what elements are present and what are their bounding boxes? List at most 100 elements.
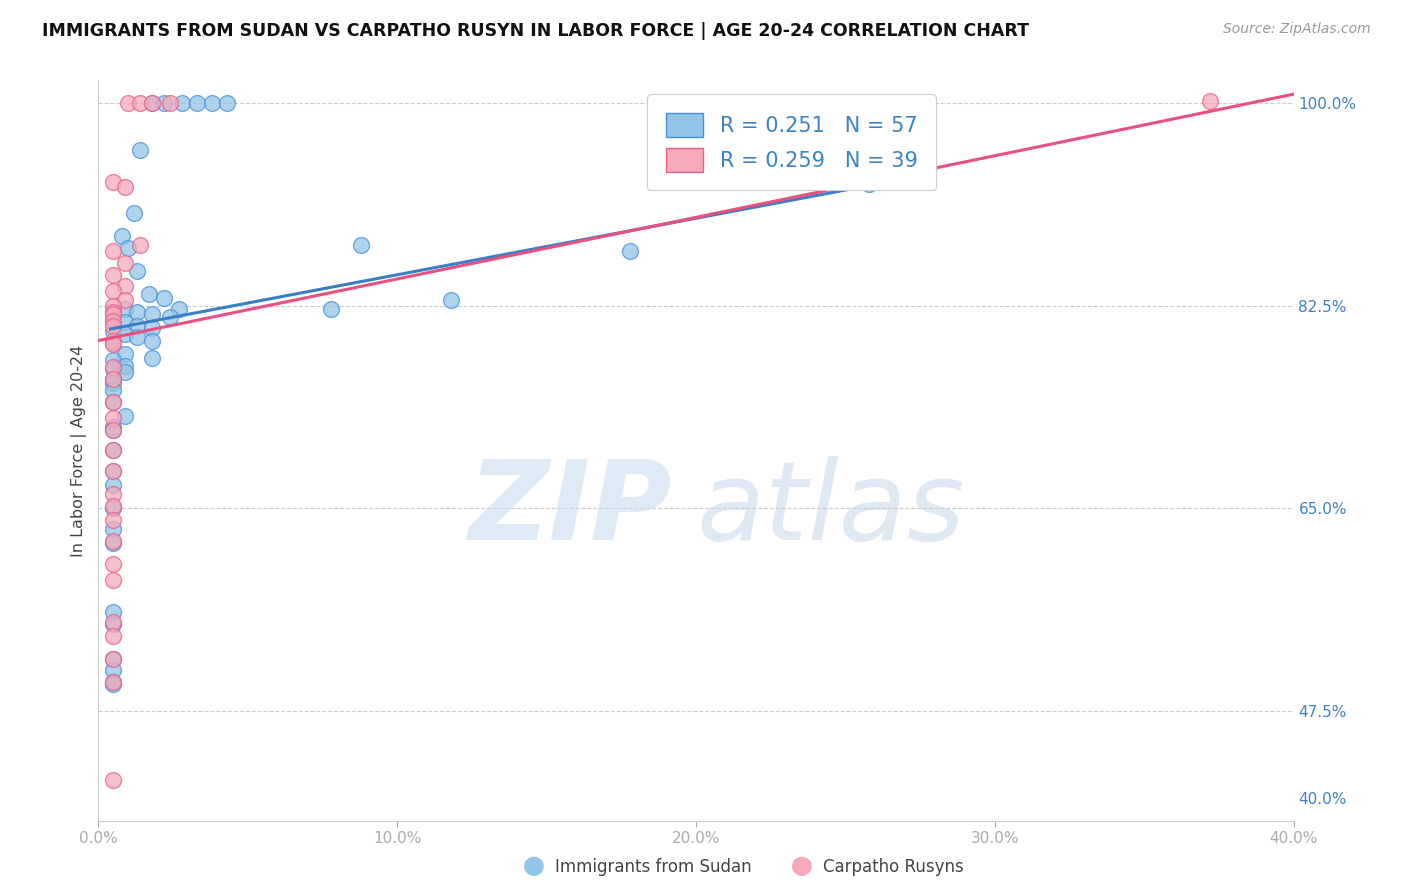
Point (103, 337, 125, 351)
Point (103, 677, 125, 691)
Point (858, 178, 880, 192)
Point (103, 318, 125, 333)
Text: Carpatho Rusyns: Carpatho Rusyns (823, 858, 963, 876)
Point (114, 326, 136, 341)
Point (153, 291, 176, 305)
Point (114, 256, 136, 270)
Point (103, 420, 125, 434)
Point (103, 362, 125, 376)
Point (103, 606, 125, 620)
Point (141, 321, 163, 335)
Legend: R = 0.251   N = 57, R = 0.259   N = 39: R = 0.251 N = 57, R = 0.259 N = 39 (647, 95, 936, 190)
Point (138, 287, 160, 301)
Text: IMMIGRANTS FROM SUDAN VS CARPATHO RUSYN IN LABOR FORCE | AGE 20-24 CORRELATION C: IMMIGRANTS FROM SUDAN VS CARPATHO RUSYN … (42, 22, 1029, 40)
Point (103, 268, 125, 282)
Point (103, 536, 125, 550)
Point (103, 674, 125, 689)
Point (127, 330, 149, 344)
Point (114, 315, 136, 329)
Point (103, 299, 125, 313)
Point (103, 443, 125, 458)
Point (103, 423, 125, 437)
Point (103, 522, 125, 536)
Point (619, 244, 641, 259)
Point (103, 615, 125, 629)
Text: ⬤: ⬤ (523, 856, 546, 876)
Point (103, 533, 125, 548)
Point (103, 372, 125, 386)
Point (114, 179, 136, 194)
Point (103, 513, 125, 527)
Point (141, 96, 163, 111)
Point (103, 307, 125, 321)
Point (103, 487, 125, 501)
Point (127, 318, 149, 333)
Text: Source: ZipAtlas.com: Source: ZipAtlas.com (1223, 22, 1371, 37)
Text: ZIP: ZIP (468, 456, 672, 563)
Point (103, 478, 125, 492)
Point (114, 293, 136, 307)
Point (103, 372, 125, 386)
Point (153, 96, 176, 111)
Point (321, 302, 343, 317)
Point (159, 96, 181, 111)
Point (103, 334, 125, 348)
Point (103, 557, 125, 571)
Point (103, 663, 125, 677)
Point (103, 304, 125, 318)
Point (103, 573, 125, 587)
Point (129, 143, 152, 157)
Y-axis label: In Labor Force | Age 20-24: In Labor Force | Age 20-24 (72, 344, 87, 557)
Point (172, 96, 194, 111)
Point (1199, 94, 1222, 108)
Point (103, 284, 125, 298)
Point (103, 314, 125, 328)
Point (141, 351, 163, 365)
Point (103, 443, 125, 458)
Point (114, 302, 136, 317)
Point (127, 304, 149, 318)
Point (114, 347, 136, 361)
Point (103, 674, 125, 689)
Point (124, 206, 146, 220)
Point (215, 96, 238, 111)
Point (103, 773, 125, 788)
Point (103, 499, 125, 513)
Point (103, 175, 125, 189)
Point (103, 395, 125, 409)
Point (186, 96, 208, 111)
Text: ⬤: ⬤ (790, 856, 813, 876)
Point (159, 310, 181, 325)
Point (103, 244, 125, 259)
Point (350, 237, 373, 252)
Point (103, 464, 125, 478)
Point (114, 279, 136, 293)
Point (114, 359, 136, 373)
Point (103, 464, 125, 478)
Point (103, 376, 125, 391)
Text: atlas: atlas (696, 456, 965, 563)
Point (117, 96, 139, 111)
Point (103, 651, 125, 665)
Point (103, 353, 125, 368)
Point (103, 312, 125, 326)
Point (103, 617, 125, 632)
Point (129, 96, 152, 111)
Point (114, 409, 136, 423)
Point (103, 423, 125, 437)
Point (103, 384, 125, 398)
Point (103, 324, 125, 338)
Point (114, 365, 136, 379)
Text: Immigrants from Sudan: Immigrants from Sudan (555, 858, 752, 876)
Point (201, 96, 224, 111)
Point (167, 302, 190, 317)
Point (103, 335, 125, 350)
Point (103, 360, 125, 375)
Point (141, 96, 163, 111)
Point (103, 628, 125, 642)
Point (103, 651, 125, 665)
Point (111, 229, 134, 244)
Point (103, 395, 125, 409)
Point (129, 237, 152, 252)
Point (141, 307, 163, 321)
